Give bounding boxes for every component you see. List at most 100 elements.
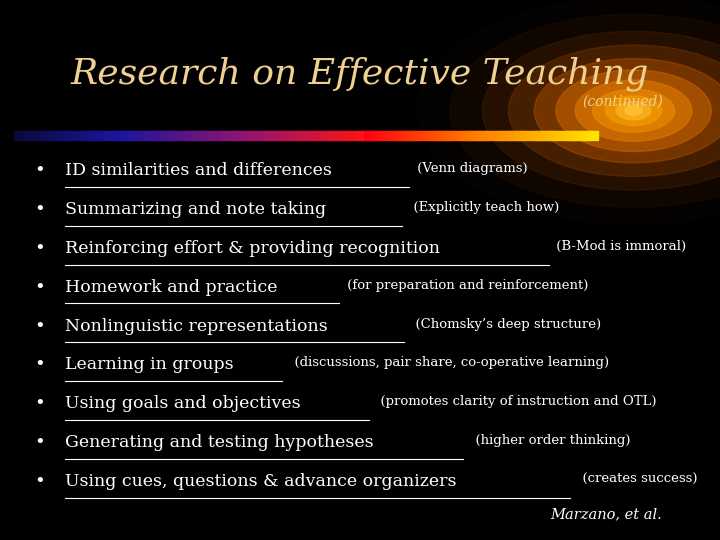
Bar xyxy=(312,131,315,140)
Bar xyxy=(592,131,595,140)
Bar xyxy=(174,131,176,140)
Bar xyxy=(184,131,186,140)
Bar xyxy=(40,131,42,140)
Bar xyxy=(201,131,204,140)
Bar xyxy=(242,131,245,140)
Bar xyxy=(284,131,287,140)
Bar xyxy=(500,131,503,140)
Bar xyxy=(557,131,559,140)
Bar xyxy=(166,131,168,140)
Bar xyxy=(147,131,149,140)
Bar xyxy=(71,131,73,140)
Bar xyxy=(456,131,459,140)
Bar xyxy=(477,131,480,140)
Bar xyxy=(465,131,468,140)
Bar xyxy=(153,131,155,140)
Bar xyxy=(199,131,202,140)
Bar xyxy=(125,131,128,140)
Bar xyxy=(397,131,400,140)
Bar xyxy=(380,131,382,140)
Bar xyxy=(489,131,492,140)
Bar xyxy=(372,131,374,140)
Bar xyxy=(409,131,412,140)
Bar xyxy=(192,131,194,140)
Bar xyxy=(575,131,577,140)
Text: Homework and practice: Homework and practice xyxy=(65,279,277,295)
Text: Learning in groups: Learning in groups xyxy=(65,356,233,373)
Bar xyxy=(328,131,330,140)
Text: (Chomsky’s deep structure): (Chomsky’s deep structure) xyxy=(408,318,601,330)
Bar xyxy=(314,131,316,140)
Bar xyxy=(42,131,44,140)
Bar xyxy=(298,131,301,140)
Bar xyxy=(251,131,254,140)
Text: (B-Mod is immoral): (B-Mod is immoral) xyxy=(552,240,686,253)
Bar xyxy=(228,131,231,140)
Bar xyxy=(576,131,579,140)
Bar xyxy=(283,131,285,140)
Bar xyxy=(53,131,56,140)
Text: (for preparation and reinforcement): (for preparation and reinforcement) xyxy=(343,279,588,292)
Bar xyxy=(98,131,101,140)
Bar xyxy=(281,131,284,140)
Bar xyxy=(567,131,569,140)
Bar xyxy=(551,131,554,140)
Bar xyxy=(178,131,180,140)
Bar xyxy=(343,131,346,140)
Bar xyxy=(294,131,297,140)
Bar xyxy=(226,131,229,140)
Bar xyxy=(219,131,221,140)
Bar xyxy=(292,131,295,140)
Text: (continued): (continued) xyxy=(582,94,663,109)
Bar xyxy=(273,131,276,140)
Bar xyxy=(264,131,266,140)
Ellipse shape xyxy=(450,14,720,207)
Bar xyxy=(89,131,91,140)
Ellipse shape xyxy=(556,70,711,152)
Bar xyxy=(355,131,357,140)
Text: •: • xyxy=(35,395,45,413)
Bar xyxy=(127,131,130,140)
Bar xyxy=(253,131,256,140)
Bar xyxy=(78,131,81,140)
Bar xyxy=(205,131,207,140)
Bar xyxy=(48,131,50,140)
Bar xyxy=(180,131,182,140)
Bar xyxy=(17,131,19,140)
Bar xyxy=(141,131,143,140)
Bar xyxy=(276,131,279,140)
Bar xyxy=(129,131,132,140)
Bar xyxy=(109,131,112,140)
Bar xyxy=(536,131,538,140)
Ellipse shape xyxy=(625,106,642,115)
Bar xyxy=(300,131,303,140)
Bar xyxy=(510,131,513,140)
Bar xyxy=(34,131,37,140)
Bar xyxy=(423,131,426,140)
Bar xyxy=(215,131,217,140)
Bar xyxy=(104,131,107,140)
Bar xyxy=(382,131,384,140)
Bar xyxy=(114,131,116,140)
Ellipse shape xyxy=(534,58,720,163)
Bar xyxy=(497,131,499,140)
Bar xyxy=(485,131,487,140)
Bar xyxy=(209,131,212,140)
Bar xyxy=(236,131,238,140)
Text: Using cues, questions & advance organizers: Using cues, questions & advance organize… xyxy=(65,473,456,490)
Text: •: • xyxy=(35,318,45,335)
Bar xyxy=(459,131,462,140)
Bar xyxy=(467,131,470,140)
Bar xyxy=(448,131,451,140)
Bar xyxy=(302,131,305,140)
Text: (Explicitly teach how): (Explicitly teach how) xyxy=(405,201,559,214)
Bar xyxy=(419,131,421,140)
Bar xyxy=(20,131,23,140)
Bar xyxy=(498,131,501,140)
Bar xyxy=(197,131,199,140)
Bar xyxy=(148,131,151,140)
Bar xyxy=(444,131,446,140)
Bar xyxy=(584,131,587,140)
Bar xyxy=(442,131,445,140)
Ellipse shape xyxy=(616,102,651,120)
